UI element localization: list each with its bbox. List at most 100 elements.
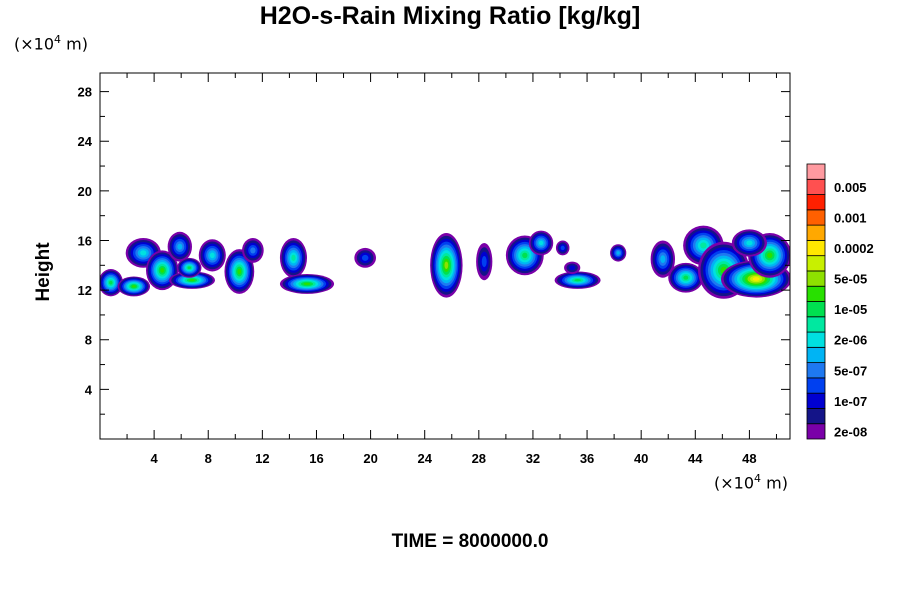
colorbar-label: 0.0002 <box>834 241 874 256</box>
x-tick-label: 40 <box>634 451 648 466</box>
contour-cell <box>564 261 581 274</box>
colorbar-label: 2e-06 <box>834 333 867 348</box>
colorbar-swatch <box>806 377 826 394</box>
y-unit-prefix: (×10 <box>14 34 55 54</box>
y-tick-label: 24 <box>78 134 93 149</box>
colorbar-swatch <box>806 362 826 379</box>
contour-level <box>444 261 449 270</box>
contour-level <box>752 277 760 281</box>
colorbar-swatch <box>806 163 826 180</box>
y-tick-label: 4 <box>85 382 93 397</box>
colorbar-swatch <box>806 316 826 333</box>
contour-cell <box>224 249 255 294</box>
x-tick-label: 28 <box>472 451 486 466</box>
colorbar-swatch <box>806 194 826 211</box>
colorbar-swatch <box>806 301 826 318</box>
colorbar-label: 0.001 <box>834 210 867 225</box>
y-tick-label: 8 <box>85 333 92 348</box>
contour-level <box>209 252 215 259</box>
contour-cell <box>528 230 554 256</box>
x-tick-label: 16 <box>309 451 323 466</box>
chart-title: H2O-s-Rain Mixing Ratio [kg/kg] <box>259 2 641 30</box>
colorbar-label: 1e-05 <box>834 302 867 317</box>
colorbar-label: 5e-05 <box>834 272 867 287</box>
colorbar-swatch <box>806 178 826 195</box>
y-unit-suffix: m) <box>61 34 88 54</box>
y-tick-label: 28 <box>78 85 92 100</box>
y-tick-label: 16 <box>78 233 92 248</box>
colorbar-label: 1e-07 <box>834 394 867 409</box>
colorbar-label: 5e-07 <box>834 363 867 378</box>
colorbar-swatch <box>806 331 826 348</box>
contour-level <box>660 255 666 263</box>
colorbar: 2e-08 1e-07 5e-07 2e-06 1e-05 5e-05 0.0002 0.00… <box>806 163 874 440</box>
contour-cell <box>279 238 307 278</box>
y-unit-exponent: 4 <box>54 33 62 46</box>
colorbar-swatch <box>806 408 826 425</box>
contour-cell <box>198 239 226 272</box>
contour-level <box>538 240 544 246</box>
colorbar-swatch <box>806 224 826 241</box>
colorbar-swatch <box>806 392 826 409</box>
colorbar-swatch <box>806 270 826 287</box>
contour-level <box>522 252 528 259</box>
colorbar-swatch <box>806 346 826 364</box>
y-tick-label: 12 <box>78 283 92 298</box>
y-axis-unit: (×104 m) <box>14 33 88 53</box>
contour-level <box>131 285 136 288</box>
contour-level <box>746 240 753 246</box>
colorbar-swatch <box>806 209 826 226</box>
plot-frame <box>99 72 791 440</box>
x-tick-label: 32 <box>526 451 540 466</box>
contour-cell <box>610 244 627 262</box>
x-tick-label: 4 <box>151 451 159 466</box>
x-tick-label: 48 <box>742 451 756 466</box>
x-tick-label: 12 <box>255 451 269 466</box>
colorbar-swatch <box>806 285 826 302</box>
colorbar-swatch <box>806 423 826 440</box>
contour-level <box>766 252 773 259</box>
x-unit-suffix: m) <box>761 473 788 493</box>
contour-cell <box>117 276 151 297</box>
contour-level <box>568 265 576 271</box>
x-tick-label: 44 <box>688 451 703 466</box>
contour-cell <box>100 269 123 297</box>
contour-cell <box>177 257 202 278</box>
contour-level <box>683 275 689 280</box>
contour-level <box>700 242 707 249</box>
contour-level <box>187 266 191 270</box>
contour-cell <box>167 231 192 262</box>
contour-level <box>177 243 183 250</box>
contour-level <box>160 267 165 273</box>
contour-level <box>237 268 242 275</box>
x-tick-label: 8 <box>205 451 212 466</box>
contour-level <box>291 254 296 261</box>
colorbar-swatch <box>806 255 826 272</box>
contour-cell <box>430 233 463 298</box>
x-tick-label: 36 <box>580 451 594 466</box>
contour-level <box>361 254 369 261</box>
y-tick-label: 20 <box>78 184 92 199</box>
contour-level <box>481 255 487 268</box>
contour-level <box>574 278 581 282</box>
contour-level <box>140 250 147 256</box>
x-axis-unit: (×104 m) <box>714 472 788 492</box>
contour-level <box>109 280 113 285</box>
colorbar-swatch <box>806 239 826 257</box>
colorbar-label: 2e-08 <box>834 424 867 439</box>
contour-level <box>560 245 565 251</box>
x-tick-label: 24 <box>417 451 432 466</box>
time-label: TIME = 8000000.0 <box>391 531 549 552</box>
contour-cell <box>279 273 335 294</box>
contour-level <box>303 282 311 286</box>
contour-cell <box>169 271 215 289</box>
contour-cell <box>650 240 676 278</box>
contour-level <box>616 251 620 255</box>
x-unit-exponent: 4 <box>754 472 762 485</box>
x-unit-prefix: (×10 <box>714 473 755 493</box>
contour-field <box>100 225 790 299</box>
contour-cell <box>554 271 601 289</box>
colorbar-label: 0.005 <box>834 180 867 195</box>
